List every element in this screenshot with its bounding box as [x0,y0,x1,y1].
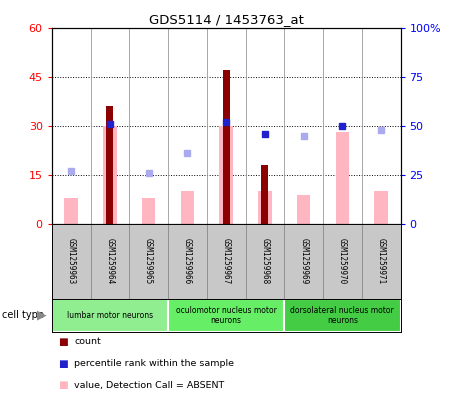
Text: GSM1259968: GSM1259968 [261,238,270,285]
Text: GSM1259970: GSM1259970 [338,238,347,285]
Text: count: count [74,338,101,346]
Bar [336,132,349,224]
Text: dorsolateral nucleus motor
neurons: dorsolateral nucleus motor neurons [291,306,394,325]
Text: oculomotor nucleus motor
neurons: oculomotor nucleus motor neurons [176,306,277,325]
Bar [103,126,117,224]
Bar [258,191,272,224]
Bar [52,299,168,332]
Bar [142,198,155,224]
Text: ■: ■ [58,337,68,347]
Bar [261,165,268,224]
Text: GSM1259967: GSM1259967 [221,238,230,285]
Bar [223,70,230,224]
Bar [168,299,284,332]
Text: cell type: cell type [2,310,44,320]
Text: percentile rank within the sample: percentile rank within the sample [74,359,234,368]
Text: ■: ■ [58,358,68,369]
Text: GSM1259965: GSM1259965 [144,238,153,285]
Text: GSM1259969: GSM1259969 [299,238,308,285]
Bar [219,126,233,224]
Text: GSM1259963: GSM1259963 [67,238,76,285]
Title: GDS5114 / 1453763_at: GDS5114 / 1453763_at [148,13,304,26]
Text: ▶: ▶ [37,309,46,322]
Text: value, Detection Call = ABSENT: value, Detection Call = ABSENT [74,381,225,389]
Bar [374,191,388,224]
Bar [64,198,78,224]
Text: GSM1259964: GSM1259964 [105,238,114,285]
Text: GSM1259971: GSM1259971 [377,238,386,285]
Bar [106,106,113,224]
Text: lumbar motor neurons: lumbar motor neurons [67,311,153,320]
Bar [180,191,194,224]
Bar [284,299,400,332]
Bar [297,195,310,224]
Text: ■: ■ [58,380,68,390]
Text: GSM1259966: GSM1259966 [183,238,192,285]
